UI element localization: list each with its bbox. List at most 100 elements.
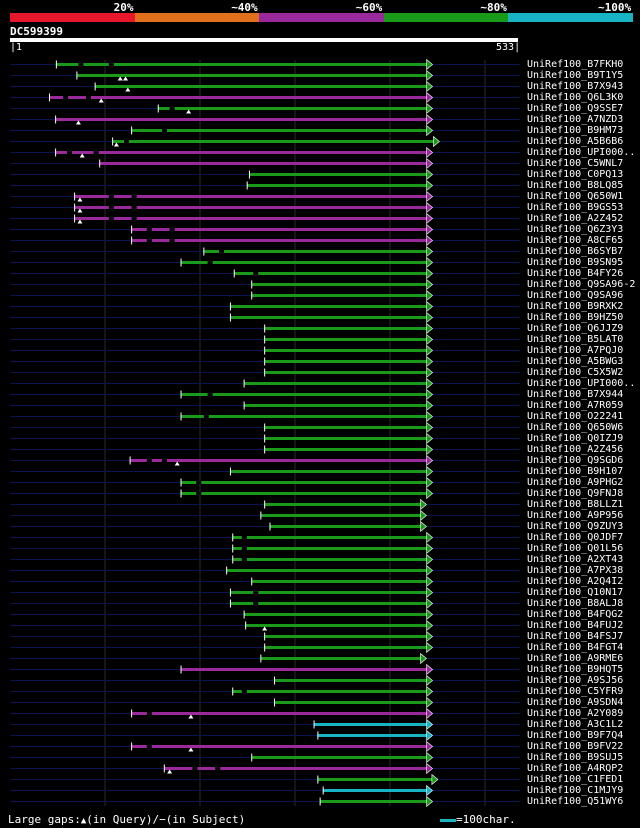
hit-link[interactable]: UniRef100_B7FKH0	[527, 58, 624, 70]
hit-link[interactable]: UniRef100_B9F7Q4	[527, 729, 624, 741]
hit-end-arrow	[426, 443, 434, 456]
hit-alignment-bar	[131, 712, 427, 715]
hit-link[interactable]: UniRef100_B5LAT0	[527, 333, 624, 345]
hit-end-arrow	[426, 630, 434, 643]
hit-link[interactable]: UniRef100_Q650W6	[527, 421, 624, 433]
hit-link[interactable]: UniRef100_A9SDN4	[527, 696, 624, 708]
hit-alignment-bar	[247, 184, 427, 187]
hit-alignment-bar	[55, 118, 427, 121]
hit-link[interactable]: UniRef100_B7X944	[527, 388, 624, 400]
hit-link[interactable]: UniRef100_B8ALJ8	[527, 597, 624, 609]
hit-link[interactable]: UniRef100_B4FGT4	[527, 641, 624, 653]
hit-end-arrow	[426, 410, 434, 423]
hit-link[interactable]: UniRef100_B9HM73	[527, 124, 624, 136]
hit-link[interactable]: UniRef100_Q9SGD6	[527, 454, 624, 466]
hit-link[interactable]: UniRef100_Q9ZUY3	[527, 520, 624, 532]
legend-scale: =100char.	[440, 813, 516, 826]
hit-link[interactable]: UniRef100_Q51WY6	[527, 795, 624, 807]
hit-link[interactable]: UniRef100_B9T1Y5	[527, 69, 624, 81]
hit-end-arrow	[420, 509, 427, 522]
hit-link[interactable]: UniRef100_B9SN95	[527, 256, 624, 268]
hit-end-arrow	[426, 586, 434, 599]
hit-link[interactable]: UniRef100_A2XT43	[527, 553, 624, 565]
hit-link[interactable]: UniRef100_B9HQT5	[527, 663, 624, 675]
query-end-label: 533|	[496, 42, 521, 53]
hit-link[interactable]: UniRef100_Q6JJZ9	[527, 322, 624, 334]
hit-link[interactable]: UniRef100_C0PQ13	[527, 168, 624, 180]
query-gap-mark	[262, 626, 268, 631]
hit-link[interactable]: UniRef100_B4FQG2	[527, 608, 624, 620]
hit-link[interactable]: UniRef100_Q6L3K0	[527, 91, 624, 103]
subject-gap-mark	[192, 767, 198, 770]
hit-link[interactable]: UniRef100_UPI000..	[527, 377, 636, 389]
hit-link[interactable]: UniRef100_Q650W1	[527, 190, 624, 202]
hit-link[interactable]: UniRef100_B6SYB7	[527, 245, 624, 257]
hit-link[interactable]: UniRef100_A7PX38	[527, 564, 624, 576]
hit-link[interactable]: UniRef100_B9SUJ5	[527, 751, 624, 763]
hit-link[interactable]: UniRef100_UPI000..	[527, 146, 636, 158]
hit-link[interactable]: UniRef100_A8CF65	[527, 234, 624, 246]
hit-link[interactable]: UniRef100_A5B6B6	[527, 135, 624, 147]
hit-link[interactable]: UniRef100_B4FY26	[527, 267, 624, 279]
hit-link[interactable]: UniRef100_A4RQP2	[527, 762, 624, 774]
hit-link[interactable]: UniRef100_A2Z452	[527, 212, 624, 224]
hit-link[interactable]: UniRef100_A2Z456	[527, 443, 624, 455]
hit-link[interactable]: UniRef100_Q9SSE7	[527, 102, 624, 114]
hit-link[interactable]: UniRef100_A9RME6	[527, 652, 624, 664]
hit-link[interactable]: UniRef100_Q0JDF7	[527, 531, 624, 543]
subject-gap-mark	[108, 206, 114, 209]
hit-end-arrow	[426, 718, 434, 731]
hit-alignment-bar	[274, 701, 427, 704]
hit-link[interactable]: UniRef100_A9PHG2	[527, 476, 624, 488]
subject-gap-mark	[169, 107, 175, 110]
hit-link[interactable]: UniRef100_C5X5W2	[527, 366, 624, 378]
hit-link[interactable]: UniRef100_Q10N17	[527, 586, 624, 598]
hit-link[interactable]: UniRef100_A2Q4I2	[527, 575, 624, 587]
hit-alignment-bar	[244, 613, 427, 616]
hit-link[interactable]: UniRef100_A9SJ56	[527, 674, 624, 686]
hit-link[interactable]: UniRef100_A3C1L2	[527, 718, 624, 730]
hit-link[interactable]: UniRef100_A2Y089	[527, 707, 624, 719]
hit-link[interactable]: UniRef100_Q9FNJ8	[527, 487, 624, 499]
hit-end-arrow	[426, 553, 434, 566]
identity-band-label: ~40%	[231, 1, 258, 14]
hit-link[interactable]: UniRef100_Q9SA96-2	[527, 278, 636, 290]
hit-link[interactable]: UniRef100_B9H107	[527, 465, 624, 477]
legend-scale-text: =100char.	[456, 813, 516, 826]
subject-gap-mark	[93, 151, 99, 154]
hit-link[interactable]: UniRef100_B8LLZ1	[527, 498, 624, 510]
hit-link[interactable]: UniRef100_O22241	[527, 410, 624, 422]
hit-alignment-bar	[181, 668, 427, 671]
hit-alignment-bar	[269, 525, 421, 528]
hit-link[interactable]: UniRef100_B4FSJ7	[527, 630, 624, 642]
identity-band	[10, 13, 136, 22]
hit-link[interactable]: UniRef100_A9P956	[527, 509, 624, 521]
hit-link[interactable]: UniRef100_C1MJY9	[527, 784, 624, 796]
hit-alignment-bar	[314, 723, 427, 726]
hit-end-arrow	[426, 685, 434, 698]
identity-band-label: ~60%	[355, 1, 383, 14]
hit-link[interactable]: UniRef100_Q0IZJ9	[527, 432, 624, 444]
hit-link[interactable]: UniRef100_C5WNL7	[527, 157, 624, 169]
hit-alignment-bar	[181, 481, 427, 484]
hit-link[interactable]: UniRef100_A5BWG3	[527, 355, 624, 367]
hit-link[interactable]: UniRef100_B9RXK2	[527, 300, 624, 312]
hit-link[interactable]: UniRef100_B8LQ85	[527, 179, 624, 191]
hit-alignment-bar	[56, 63, 427, 66]
hit-link[interactable]: UniRef100_Q9SA96	[527, 289, 624, 301]
hit-link[interactable]: UniRef100_A7R059	[527, 399, 624, 411]
hit-link[interactable]: UniRef100_Q6Z3Y3	[527, 223, 624, 235]
hit-link[interactable]: UniRef100_B7X943	[527, 80, 624, 92]
hit-link[interactable]: UniRef100_A7PQJ0	[527, 344, 624, 356]
hit-end-arrow	[426, 322, 434, 335]
hit-link[interactable]: UniRef100_B9GS53	[527, 201, 624, 213]
hit-link[interactable]: UniRef100_B9FV22	[527, 740, 624, 752]
hit-link[interactable]: UniRef100_Q01L56	[527, 542, 624, 554]
hit-link[interactable]: UniRef100_C1FED1	[527, 773, 624, 785]
hit-link[interactable]: UniRef100_C5YFR9	[527, 685, 624, 697]
hit-link[interactable]: UniRef100_B9HZ50	[527, 311, 624, 323]
hit-alignment-bar	[232, 690, 427, 693]
hit-link[interactable]: UniRef100_B4FUJ2	[527, 619, 624, 631]
hit-link[interactable]: UniRef100_A7NZD3	[527, 113, 624, 125]
hit-end-arrow	[426, 454, 434, 467]
